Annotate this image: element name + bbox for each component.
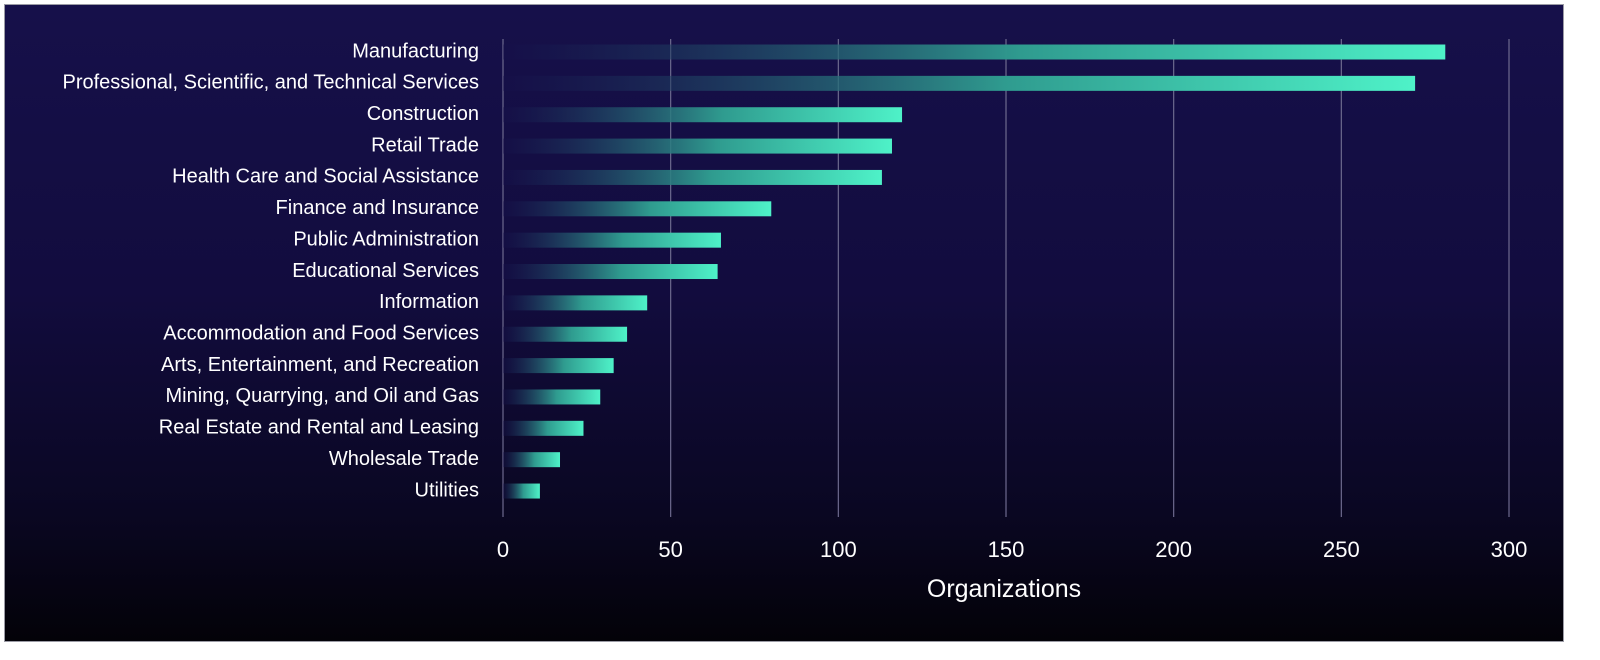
x-tick-label: 250 [1323, 537, 1360, 562]
x-tick-label: 0 [497, 537, 509, 562]
category-label: Educational Services [292, 260, 479, 282]
bar [503, 138, 892, 154]
x-tick-label: 200 [1155, 537, 1192, 562]
bar [503, 420, 584, 436]
x-tick-labels: 0 50 100 150 200 250 300 [497, 537, 1527, 562]
category-label: Arts, Entertainment, and Recreation [161, 354, 479, 376]
category-labels: Manufacturing Professional, Scientific, a… [62, 40, 479, 501]
bar [503, 44, 1446, 60]
bar [503, 358, 614, 374]
category-label: Utilities [415, 479, 479, 501]
bar [503, 452, 561, 468]
bar [503, 232, 721, 248]
category-label: Information [379, 291, 479, 313]
x-tick-label: 150 [988, 537, 1025, 562]
category-label: Accommodation and Food Services [163, 323, 479, 345]
x-tick-label: 50 [658, 537, 682, 562]
category-label: Mining, Quarrying, and Oil and Gas [166, 385, 480, 407]
x-tick-label: 100 [820, 537, 857, 562]
category-label: Retail Trade [371, 134, 479, 156]
bar [503, 295, 648, 311]
category-label: Professional, Scientific, and Technical … [62, 72, 479, 94]
bar-chart: Manufacturing Professional, Scientific, a… [62, 39, 1527, 603]
category-label: Finance and Insurance [276, 197, 479, 219]
x-axis-title: Organizations [927, 575, 1081, 603]
bar [503, 326, 628, 342]
x-tick-label: 300 [1491, 537, 1528, 562]
bar [503, 389, 601, 405]
category-label: Health Care and Social Assistance [172, 166, 479, 188]
category-label: Public Administration [293, 228, 479, 250]
bar [503, 169, 882, 185]
bars [503, 44, 1446, 499]
chart-frame: Manufacturing Professional, Scientific, a… [4, 4, 1564, 642]
category-label: Manufacturing [352, 40, 479, 62]
category-label: Real Estate and Rental and Leasing [159, 417, 479, 439]
bar [503, 201, 772, 217]
category-label: Construction [367, 103, 479, 125]
category-label: Wholesale Trade [329, 448, 479, 470]
bar [503, 483, 540, 499]
bar [503, 264, 718, 280]
bar [503, 107, 903, 123]
bar [503, 75, 1416, 91]
